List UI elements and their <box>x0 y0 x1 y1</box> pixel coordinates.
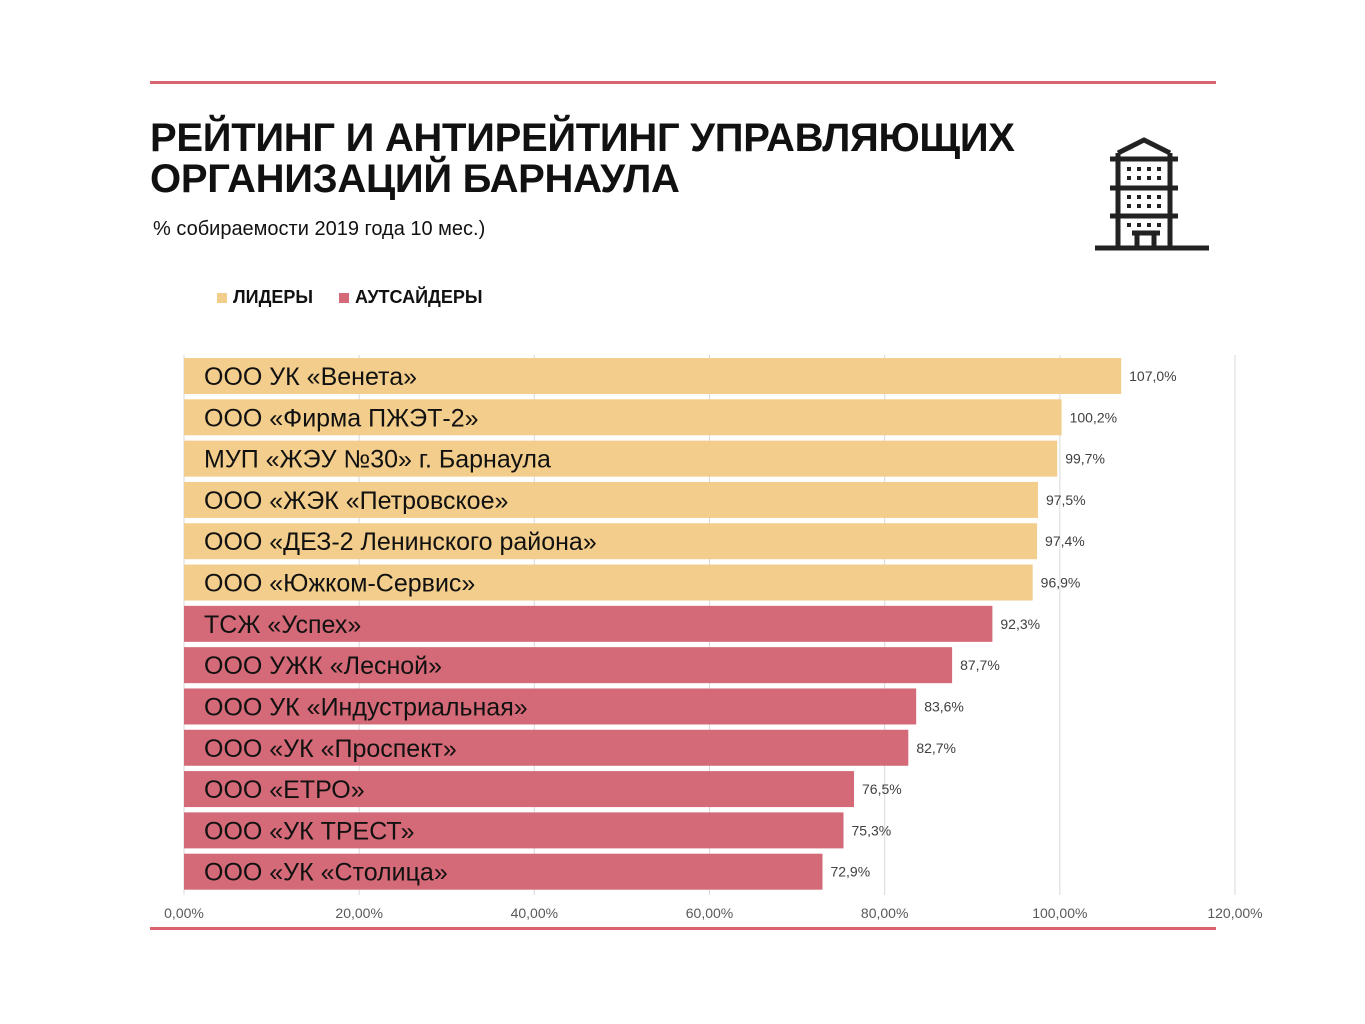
x-tick-label: 0,00% <box>164 905 204 921</box>
bar-category-label: ООО «ЖЭК «Петровское» <box>204 487 508 515</box>
bar <box>184 647 953 684</box>
bar <box>184 564 1033 601</box>
bar-category-label: ООО «УК «Столица» <box>204 859 448 887</box>
bar <box>184 853 823 890</box>
bar-category-label: ООО «УК ТРЕСТ» <box>204 817 415 845</box>
data-label: 100,2% <box>1070 409 1117 425</box>
page-title: РЕЙТИНГ И АНТИРЕЙТИНГ УПРАВЛЯЮЩИХ ОРГАНИ… <box>150 118 1015 200</box>
data-label: 75,3% <box>852 822 892 838</box>
x-tick-label: 100,00% <box>1032 905 1087 921</box>
bar <box>184 523 1038 560</box>
legend-label: ЛИДЕРЫ <box>233 287 314 307</box>
bar-category-label: ООО «УК «Проспект» <box>204 735 457 763</box>
building-icon <box>1095 137 1209 251</box>
bar <box>184 358 1122 394</box>
legend-item-outsiders: АУТСАЙДЕРЫ <box>339 287 482 308</box>
bar <box>184 605 993 642</box>
x-tick-label: 20,00% <box>335 905 382 921</box>
bar-category-label: ООО УК «Венета» <box>204 363 417 391</box>
bottom-rule <box>150 927 1216 930</box>
x-tick-label: 80,00% <box>861 905 908 921</box>
bar <box>184 729 909 766</box>
data-label: 99,7% <box>1065 451 1105 467</box>
data-label: 87,7% <box>960 657 1000 673</box>
legend-item-leaders: ЛИДЕРЫ <box>217 287 313 308</box>
data-label: 82,7% <box>916 740 956 756</box>
bar <box>184 399 1062 436</box>
data-label: 107,0% <box>1129 368 1176 384</box>
bar-category-label: ООО «Фирма ПЖЭТ-2» <box>204 404 479 432</box>
bar-category-label: ООО «ЕТРО» <box>204 776 365 804</box>
bar-category-label: ООО УЖК «Лесной» <box>204 652 442 680</box>
bar-category-label: ООО «Южком-Сервис» <box>204 570 475 598</box>
data-label: 97,5% <box>1046 492 1086 508</box>
x-tick-label: 40,00% <box>511 905 558 921</box>
x-tick-label: 60,00% <box>686 905 733 921</box>
title-line-2: ОРГАНИЗАЦИЙ БАРНАУЛА <box>150 157 680 201</box>
bar <box>184 771 855 808</box>
top-rule <box>150 81 1216 84</box>
x-tick-label: 120,00% <box>1207 905 1262 921</box>
bar-category-label: ООО «ДЕЗ-2 Ленинского района» <box>204 528 597 556</box>
data-label: 96,9% <box>1041 575 1081 591</box>
data-label: 97,4% <box>1045 533 1085 549</box>
data-label: 76,5% <box>862 781 902 797</box>
bar-category-label: ТСЖ «Успех» <box>204 611 361 639</box>
bar <box>184 481 1038 518</box>
legend-swatch <box>217 292 227 303</box>
legend: ЛИДЕРЫ АУТСАЙДЕРЫ <box>217 287 482 308</box>
bar-category-label: МУП «ЖЭУ №30» г. Барнаула <box>204 446 551 474</box>
data-label: 92,3% <box>1000 616 1040 632</box>
legend-label: АУТСАЙДЕРЫ <box>355 287 483 307</box>
bar-category-label: ООО УК «Индустриальная» <box>204 693 528 721</box>
bar <box>184 440 1058 477</box>
data-label: 83,6% <box>924 698 964 714</box>
legend-swatch <box>339 292 350 303</box>
subtitle: % собираемости 2019 года 10 мес.) <box>153 218 486 240</box>
title-line-1: РЕЙТИНГ И АНТИРЕЙТИНГ УПРАВЛЯЮЩИХ <box>150 116 1015 160</box>
bar <box>184 688 917 725</box>
bar <box>184 812 844 849</box>
data-label: 72,9% <box>830 864 870 880</box>
